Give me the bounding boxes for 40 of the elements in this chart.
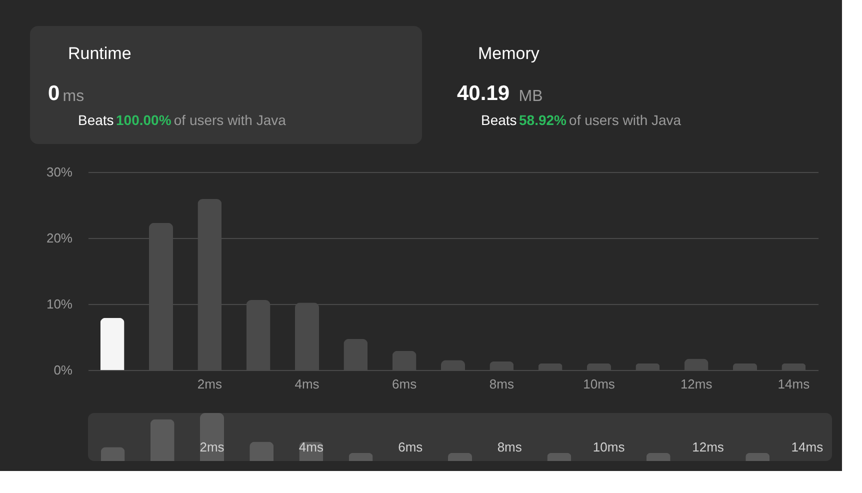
x-tick-label: 8ms: [489, 376, 514, 392]
y-tick-label: 30%: [46, 164, 73, 180]
bar: [746, 452, 770, 461]
x-tick-label: 6ms: [392, 376, 418, 392]
text: ms: [62, 88, 84, 105]
x-tick-label: 12ms: [692, 440, 724, 454]
text: 58.92%: [519, 112, 568, 128]
text: 40.19: [457, 82, 510, 105]
text: 100.00%: [116, 112, 172, 128]
x-tick-label: 10ms: [583, 376, 616, 392]
x-tick-label: 2ms: [197, 376, 222, 392]
bar: [150, 419, 174, 461]
bar: [646, 452, 670, 461]
x-tick-label: 10ms: [592, 440, 626, 454]
text: Beats: [78, 112, 114, 128]
text: 0: [48, 82, 60, 105]
text: Runtime: [68, 44, 132, 63]
x-tick-label: 4ms: [294, 376, 320, 392]
text: Beats: [481, 112, 517, 128]
bar: [250, 442, 274, 461]
bar: [348, 452, 373, 461]
x-tick-label: 12ms: [680, 376, 713, 392]
bar: [100, 447, 125, 461]
bar: [100, 318, 124, 370]
y-tick-label: 10%: [46, 296, 73, 312]
x-tick-label: 4ms: [298, 440, 324, 454]
bar: [547, 452, 572, 461]
text: MB: [518, 88, 543, 105]
x-tick-label: 8ms: [497, 440, 522, 454]
x-tick-label: 14ms: [791, 440, 824, 454]
y-tick-label: 0%: [54, 362, 73, 378]
text: of users with Java: [174, 112, 286, 128]
text: of users with Java: [569, 112, 682, 128]
x-tick-label: 2ms: [200, 440, 225, 454]
y-tick-label: 20%: [46, 230, 73, 246]
x-tick-label: 6ms: [398, 440, 424, 454]
bar: [448, 452, 472, 461]
x-tick-label: 14ms: [778, 376, 810, 392]
text: Memory: [478, 44, 540, 63]
bar: [200, 413, 224, 461]
